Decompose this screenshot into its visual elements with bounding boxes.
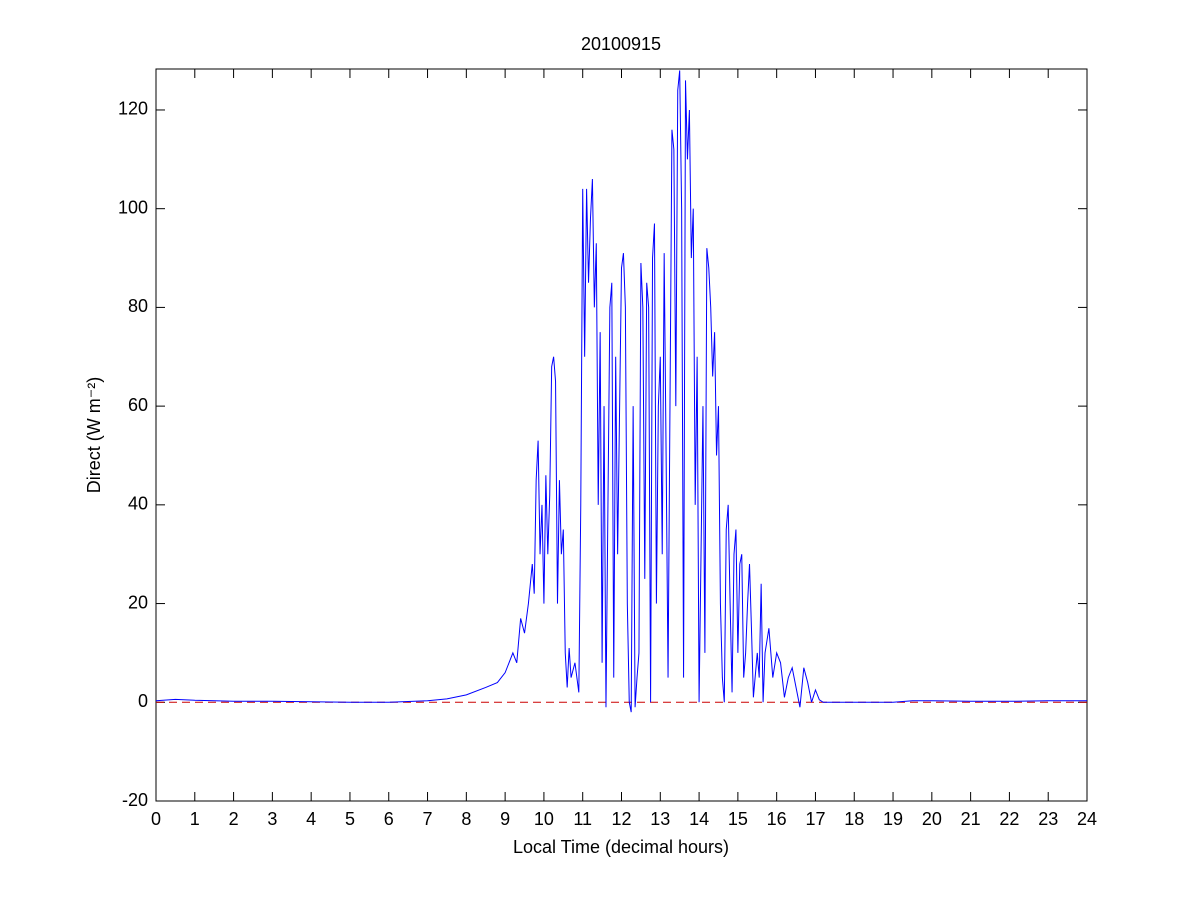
x-tick-label: 10 [534, 809, 554, 829]
y-tick-label: 60 [128, 395, 148, 415]
x-tick-label: 4 [306, 809, 316, 829]
x-tick-label: 19 [883, 809, 903, 829]
x-tick-label: 11 [573, 809, 592, 829]
x-tick-label: 22 [999, 809, 1019, 829]
x-tick-label: 21 [961, 809, 981, 829]
plot-area [155, 68, 1088, 802]
x-axis-label: Local Time (decimal hours) [513, 837, 729, 857]
x-tick-label: 18 [844, 809, 864, 829]
x-tick-label: 7 [423, 809, 433, 829]
x-tick-label: 0 [151, 809, 161, 829]
x-tick-label: 20 [922, 809, 942, 829]
x-tick-label: 12 [611, 809, 631, 829]
data-line [156, 70, 1087, 713]
x-tick-label: 16 [767, 809, 787, 829]
chart-title: 20100915 [581, 34, 661, 54]
x-tick-label: 14 [689, 809, 709, 829]
x-tick-label: 13 [650, 809, 670, 829]
x-tick-label: 24 [1077, 809, 1097, 829]
y-tick-label: 20 [128, 592, 148, 612]
x-tick-label: 3 [267, 809, 277, 829]
y-tick-label: -20 [122, 790, 148, 810]
y-tick-label: 40 [128, 494, 148, 514]
x-tick-label: 5 [345, 809, 355, 829]
x-tick-label: 2 [229, 809, 239, 829]
y-tick-label: 0 [138, 691, 148, 711]
y-tick-label: 120 [118, 99, 148, 119]
x-tick-label: 6 [384, 809, 394, 829]
y-tick-label: 80 [128, 296, 148, 316]
x-tick-label: 1 [190, 809, 200, 829]
x-tick-label: 8 [461, 809, 471, 829]
y-tick-label: 100 [118, 197, 148, 217]
x-tick-label: 17 [805, 809, 825, 829]
x-tick-label: 15 [728, 809, 748, 829]
x-tick-label: 9 [500, 809, 510, 829]
y-axis-label: Direct (W m⁻²) [84, 377, 104, 493]
x-tick-label: 23 [1038, 809, 1058, 829]
